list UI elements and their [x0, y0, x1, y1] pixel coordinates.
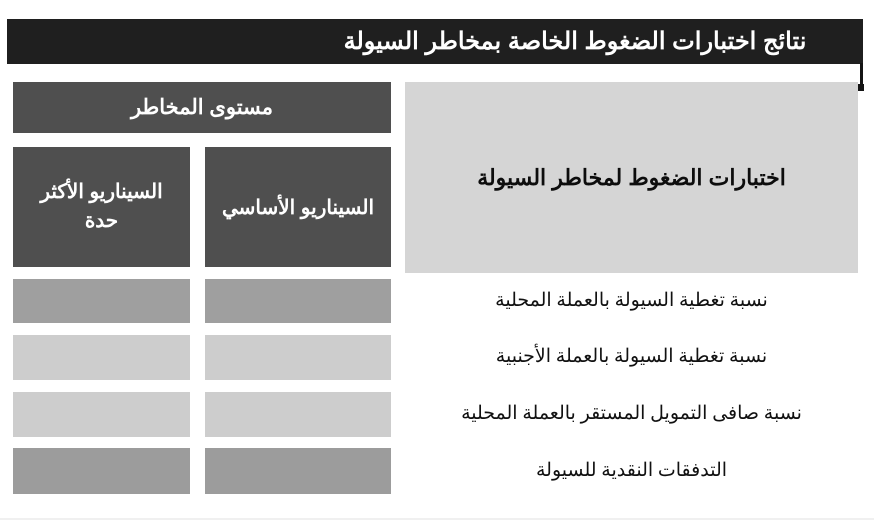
value-cell-severe [13, 392, 190, 437]
row-label: نسبة صافى التمويل المستقر بالعملة المحلي… [461, 403, 802, 425]
corner-shadow-line [860, 63, 863, 86]
value-cell-basic [205, 335, 391, 380]
value-cell-basic [205, 448, 391, 494]
corner-shadow-mark [855, 84, 864, 91]
stress-tests-row-header: اختبارات الضغوط لمخاطر السيولة [405, 82, 858, 273]
row-label: نسبة تغطية السيولة بالعملة الأجنبية [495, 346, 768, 368]
column-header-basic-scenario: السيناريو الأساسي [205, 147, 391, 267]
value-cell-severe [13, 448, 190, 494]
value-cell-basic [205, 392, 391, 437]
row-label: التدفقات النقدية للسيولة [535, 459, 728, 481]
value-cell-basic [205, 279, 391, 323]
row-label: نسبة تغطية السيولة بالعملة المحلية [495, 289, 768, 311]
bottom-divider [0, 518, 874, 520]
value-cell-severe [13, 279, 190, 323]
page-title: نتائج اختبارات الضغوط الخاصة بمخاطر السي… [343, 28, 807, 55]
risk-level-header: مستوى المخاطر [13, 82, 391, 133]
value-cell-severe [13, 335, 190, 380]
title-bar: نتائج اختبارات الضغوط الخاصة بمخاطر السي… [7, 19, 863, 64]
column-header-severe-scenario: السيناريو الأكثر حدة [13, 147, 190, 267]
